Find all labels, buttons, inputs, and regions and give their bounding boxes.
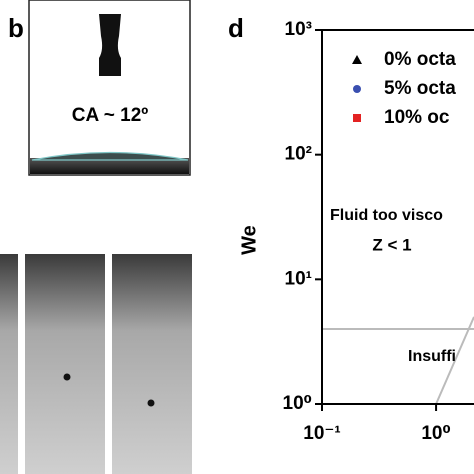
legend-label: 0% octa bbox=[384, 49, 456, 70]
legend-marker bbox=[353, 85, 361, 93]
annotation: CA ~ 12º bbox=[72, 105, 149, 126]
image-strip bbox=[112, 254, 192, 474]
chart: d We 10⁰ 10¹ 10² 10³ 10⁻¹ 10⁰ 0% octa 5% octa 10% … bbox=[228, 13, 474, 444]
y-tick-label: 10⁰ bbox=[283, 393, 312, 414]
x-tick-label: 10⁻¹ bbox=[303, 423, 341, 444]
image-strip bbox=[25, 254, 105, 474]
legend-label: 10% oc bbox=[384, 107, 450, 128]
legend-marker bbox=[353, 114, 361, 122]
y-tick-label: 10² bbox=[285, 144, 312, 165]
droplet bbox=[31, 151, 189, 161]
annotation: Insuffi bbox=[408, 348, 456, 365]
legend-marker bbox=[352, 55, 362, 64]
panel-label: d bbox=[228, 13, 244, 43]
needle bbox=[99, 14, 121, 76]
legend-label: 5% octa bbox=[384, 78, 456, 99]
threshold-line bbox=[435, 316, 474, 405]
y-tick-label: 10³ bbox=[285, 19, 312, 40]
droplet-dot bbox=[63, 373, 71, 381]
substrate bbox=[30, 158, 189, 174]
image-strip bbox=[0, 254, 18, 474]
annotation: Fluid too visco bbox=[330, 207, 443, 224]
x-tick-label: 10⁰ bbox=[421, 423, 450, 444]
panel-label: b bbox=[8, 13, 24, 43]
y-axis-label: We bbox=[238, 225, 260, 255]
annotation: Z < 1 bbox=[372, 235, 411, 254]
y-tick-label: 10¹ bbox=[285, 268, 312, 289]
droplet-dot bbox=[147, 399, 155, 407]
